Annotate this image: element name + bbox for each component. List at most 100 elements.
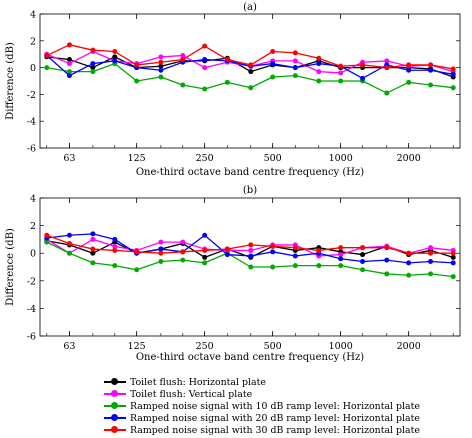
data-point: [270, 243, 276, 249]
panel-b-title: (b): [243, 185, 257, 196]
panel-a-xticks: 63 125 250 500 1000 2000: [46, 14, 454, 164]
panel-b-yticks: -6 -4 -2 0 2 4: [27, 194, 460, 343]
data-point: [360, 258, 366, 264]
data-point: [180, 257, 186, 263]
x-tick-label: 250: [196, 153, 214, 164]
data-point: [428, 82, 434, 88]
x-tick-label: 125: [128, 153, 146, 164]
data-point: [90, 47, 96, 53]
data-point: [158, 250, 164, 256]
y-tick-label: 4: [30, 194, 36, 205]
data-point: [112, 243, 118, 249]
panel-a-series: [44, 42, 456, 96]
data-point: [202, 260, 208, 266]
data-point: [270, 264, 276, 270]
data-point: [360, 62, 366, 68]
data-point: [202, 43, 208, 49]
x-tick-label: 1000: [329, 341, 353, 352]
data-point: [360, 267, 366, 273]
panel-b-ylabel: Difference (dB): [5, 228, 16, 306]
x-tick-label: 500: [264, 341, 282, 352]
data-point: [316, 69, 322, 75]
data-point: [224, 79, 230, 85]
data-point: [338, 263, 344, 269]
data-point: [66, 241, 72, 247]
data-point: [384, 58, 390, 64]
data-point: [44, 232, 50, 238]
data-point: [66, 42, 72, 48]
data-point: [292, 253, 298, 259]
panel-a-title: (a): [243, 2, 257, 13]
y-tick-label: -2: [27, 276, 36, 287]
data-point: [134, 62, 140, 68]
data-point: [66, 232, 72, 238]
data-point: [360, 252, 366, 258]
y-tick-label: 0: [30, 249, 36, 260]
data-point: [158, 67, 164, 73]
data-point: [406, 67, 412, 73]
legend-marker-blue: [104, 412, 126, 424]
data-point: [224, 252, 230, 258]
data-point: [90, 61, 96, 67]
y-tick-label: -4: [27, 304, 36, 315]
x-tick-label: 500: [264, 153, 282, 164]
data-point: [224, 246, 230, 252]
data-point: [406, 62, 412, 68]
data-point: [90, 250, 96, 256]
panel-a-frame: [39, 13, 461, 149]
data-point: [180, 53, 186, 59]
x-tick-label: 63: [63, 153, 75, 164]
legend-label: Toilet flush: Vertical plate: [130, 388, 253, 400]
y-tick-label: 2: [30, 36, 36, 47]
data-point: [202, 247, 208, 253]
panel-b-xticks: 63 125 250 500 1000 2000: [46, 198, 454, 352]
panel-b-xlabel: One-third octave band centre frequency (…: [136, 352, 364, 363]
legend-label: Toilet flush: Horizontal plate: [130, 376, 266, 388]
data-point: [248, 62, 254, 68]
data-point: [90, 246, 96, 252]
panel-b-frame: [39, 197, 461, 337]
data-point: [292, 73, 298, 79]
data-point: [202, 86, 208, 92]
data-point: [112, 263, 118, 269]
chart-figure: (a) One-third octave band centre frequen…: [5, 2, 461, 363]
legend-marker-black: [104, 376, 126, 388]
data-point: [134, 78, 140, 84]
legend: Toilet flush: Horizontal plate Toilet fl…: [104, 374, 424, 438]
data-point: [384, 65, 390, 71]
legend-marker-magenta: [104, 388, 126, 400]
panel-a: (a) One-third octave band centre frequen…: [5, 2, 461, 178]
data-point: [292, 65, 298, 71]
data-point: [450, 85, 456, 91]
data-point: [428, 250, 434, 256]
data-point: [428, 258, 434, 264]
panel-a-ylabel: Difference (dB): [5, 42, 16, 120]
data-point: [180, 57, 186, 63]
data-point: [90, 65, 96, 71]
data-point: [248, 85, 254, 91]
data-point: [44, 65, 50, 71]
data-point: [338, 63, 344, 69]
data-point: [292, 50, 298, 56]
y-tick-label: 2: [30, 221, 36, 232]
legend-label: Ramped noise signal with 30 dB ramp leve…: [130, 424, 420, 436]
data-point: [270, 61, 276, 67]
data-point: [224, 57, 230, 63]
y-tick-label: -6: [27, 144, 36, 155]
data-point: [292, 263, 298, 269]
data-point: [202, 254, 208, 260]
panel-a-xlabel: One-third octave band centre frequency (…: [136, 167, 364, 178]
data-point: [180, 82, 186, 88]
legend-item: Ramped noise signal with 30 dB ramp leve…: [104, 424, 420, 436]
data-point: [90, 231, 96, 237]
data-point: [66, 61, 72, 67]
data-point: [202, 65, 208, 71]
data-point: [158, 63, 164, 69]
y-tick-label: -6: [27, 332, 36, 343]
panel-a-yticks: -6 -4 -2 0 2 4: [27, 10, 460, 155]
data-point: [270, 49, 276, 55]
data-point: [158, 239, 164, 245]
data-point: [44, 239, 50, 245]
data-point: [112, 58, 118, 64]
data-point: [292, 58, 298, 64]
